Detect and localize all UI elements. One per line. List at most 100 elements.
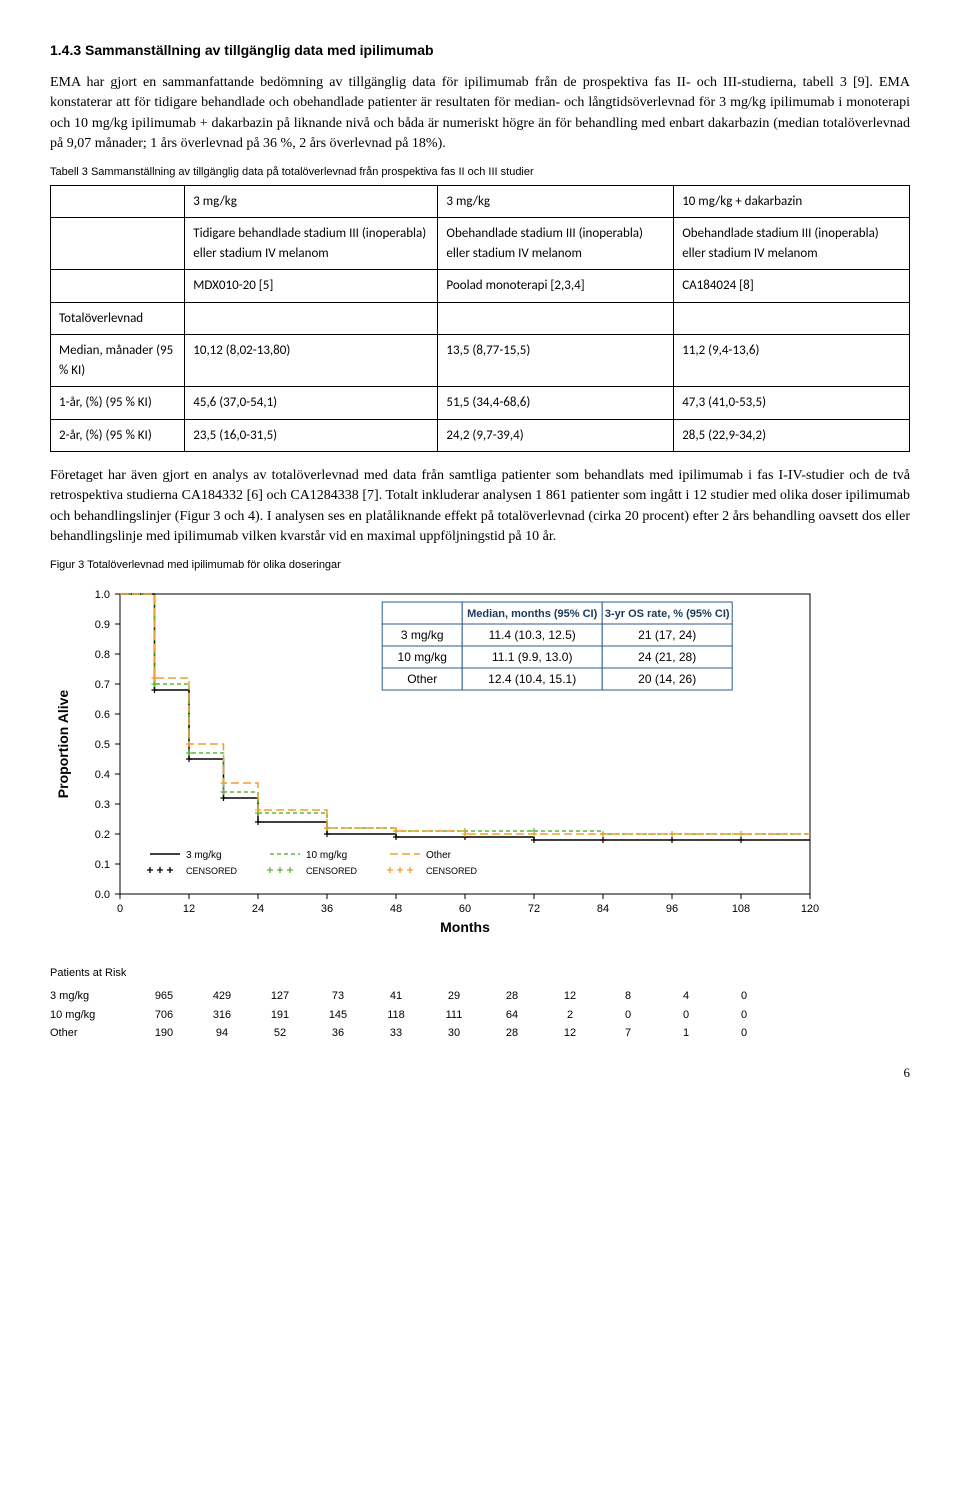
svg-text:3 mg/kg: 3 mg/kg: [186, 850, 222, 861]
risk-cell: 0: [715, 1024, 773, 1043]
section-heading: 1.4.3 Sammanställning av tillgänglig dat…: [50, 40, 910, 61]
table3-study-row: MDX010-20 [5] Poolad monoterapi [2,3,4] …: [51, 270, 910, 303]
table3-total-row: Totalöverlevnad: [51, 302, 910, 335]
risk-cell: 191: [251, 1006, 309, 1025]
table3-h3: 10 mg/kg + dakarbazin: [674, 185, 910, 218]
km-survival-chart: 0.00.10.20.30.40.50.60.70.80.91.00122436…: [50, 584, 830, 954]
risk-cell: 7: [599, 1024, 657, 1043]
svg-text:Proportion Alive: Proportion Alive: [55, 689, 71, 798]
table3-total-label: Totalöverlevnad: [51, 302, 185, 335]
table3-desc3: Obehandlade stadium III (inoperabla) ell…: [674, 218, 910, 270]
svg-text:1.0: 1.0: [95, 589, 110, 601]
svg-text:0.6: 0.6: [95, 709, 110, 721]
svg-text:84: 84: [597, 903, 609, 915]
table3-caption: Tabell 3 Sammanställning av tillgänglig …: [50, 164, 910, 181]
svg-text:10 mg/kg: 10 mg/kg: [306, 850, 347, 861]
svg-text:Months: Months: [440, 919, 490, 935]
risk-cell: 0: [599, 1006, 657, 1025]
svg-text:24: 24: [252, 903, 264, 915]
svg-text:24 (21, 28): 24 (21, 28): [638, 650, 696, 664]
patients-at-risk-table: 3 mg/kg965429127734129281284010 mg/kg706…: [50, 987, 773, 1043]
risk-cell: 73: [309, 987, 367, 1006]
paragraph-2: Företaget har även gjort en analys av to…: [50, 466, 910, 547]
table3-study0: [51, 270, 185, 303]
table3-study3: CA184024 [8]: [674, 270, 910, 303]
svg-text:CENSORED: CENSORED: [186, 866, 238, 876]
table3-2yr0: 2-år, (%) (95 % KI): [51, 419, 185, 452]
table3-2yr-row: 2-år, (%) (95 % KI) 23,5 (16,0-31,5) 24,…: [51, 419, 910, 452]
svg-text:108: 108: [732, 903, 750, 915]
risk-cell: 316: [193, 1006, 251, 1025]
svg-text:0.2: 0.2: [95, 829, 110, 841]
risk-cell: 28: [483, 1024, 541, 1043]
svg-text:0.3: 0.3: [95, 799, 110, 811]
svg-text:0.5: 0.5: [95, 739, 110, 751]
table3-1yr3: 47,3 (41,0-53,5): [674, 387, 910, 420]
risk-cell: 52: [251, 1024, 309, 1043]
risk-cell: 118: [367, 1006, 425, 1025]
risk-cell: 429: [193, 987, 251, 1006]
svg-text:Median, months (95% CI): Median, months (95% CI): [467, 608, 598, 620]
risk-cell: 12: [541, 1024, 599, 1043]
table3-median3: 11,2 (9,4-13,6): [674, 335, 910, 387]
table3: 3 mg/kg 3 mg/kg 10 mg/kg + dakarbazin Ti…: [50, 185, 910, 453]
svg-text:120: 120: [801, 903, 819, 915]
svg-text:3 mg/kg: 3 mg/kg: [401, 628, 444, 642]
risk-cell: 190: [135, 1024, 193, 1043]
table3-h0: [51, 185, 185, 218]
table3-1yr-row: 1-år, (%) (95 % KI) 45,6 (37,0-54,1) 51,…: [51, 387, 910, 420]
svg-text:12: 12: [183, 903, 195, 915]
table3-1yr0: 1-år, (%) (95 % KI): [51, 387, 185, 420]
svg-text:0.8: 0.8: [95, 649, 110, 661]
risk-cell: 4: [657, 987, 715, 1006]
risk-cell: 0: [715, 987, 773, 1006]
patients-at-risk-title: Patients at Risk: [50, 965, 830, 982]
svg-text:CENSORED: CENSORED: [426, 866, 478, 876]
page-number: 6: [50, 1063, 910, 1083]
table3-header-row: 3 mg/kg 3 mg/kg 10 mg/kg + dakarbazin: [51, 185, 910, 218]
fig3-chart: 0.00.10.20.30.40.50.60.70.80.91.00122436…: [50, 584, 830, 1043]
risk-cell: 145: [309, 1006, 367, 1025]
risk-row-label: 3 mg/kg: [50, 987, 135, 1006]
risk-row-label: Other: [50, 1024, 135, 1043]
svg-text:11.1 (9.9, 13.0): 11.1 (9.9, 13.0): [492, 650, 573, 664]
risk-cell: 33: [367, 1024, 425, 1043]
paragraph-1: EMA har gjort en sammanfattande bedömnin…: [50, 73, 910, 154]
risk-cell: 30: [425, 1024, 483, 1043]
svg-text:Other: Other: [407, 672, 437, 686]
risk-cell: 29: [425, 987, 483, 1006]
table3-desc-row: Tidigare behandlade stadium III (inopera…: [51, 218, 910, 270]
table3-desc2: Obehandlade stadium III (inoperabla) ell…: [438, 218, 674, 270]
svg-text:0.9: 0.9: [95, 619, 110, 631]
table3-study1: MDX010-20 [5]: [185, 270, 438, 303]
table3-2yr3: 28,5 (22,9-34,2): [674, 419, 910, 452]
svg-text:CENSORED: CENSORED: [306, 866, 358, 876]
table3-1yr2: 51,5 (34,4-68,6): [438, 387, 674, 420]
table3-h1: 3 mg/kg: [185, 185, 438, 218]
svg-text:0: 0: [117, 903, 123, 915]
risk-cell: 2: [541, 1006, 599, 1025]
table3-total-b1: [185, 302, 438, 335]
svg-text:36: 36: [321, 903, 333, 915]
risk-cell: 41: [367, 987, 425, 1006]
table3-total-b3: [674, 302, 910, 335]
table3-total-b2: [438, 302, 674, 335]
table3-2yr2: 24,2 (9,7-39,4): [438, 419, 674, 452]
table3-desc0: [51, 218, 185, 270]
table3-median2: 13,5 (8,77-15,5): [438, 335, 674, 387]
svg-text:48: 48: [390, 903, 402, 915]
svg-text:0.4: 0.4: [95, 769, 110, 781]
svg-text:0.1: 0.1: [95, 859, 110, 871]
risk-cell: 28: [483, 987, 541, 1006]
risk-row-label: 10 mg/kg: [50, 1006, 135, 1025]
svg-text:10 mg/kg: 10 mg/kg: [398, 650, 447, 664]
table3-median1: 10,12 (8,02-13,80): [185, 335, 438, 387]
table3-desc1: Tidigare behandlade stadium III (inopera…: [185, 218, 438, 270]
svg-text:96: 96: [666, 903, 678, 915]
table3-2yr1: 23,5 (16,0-31,5): [185, 419, 438, 452]
svg-text:72: 72: [528, 903, 540, 915]
risk-cell: 0: [715, 1006, 773, 1025]
risk-cell: 64: [483, 1006, 541, 1025]
svg-text:12.4 (10.4, 15.1): 12.4 (10.4, 15.1): [488, 672, 576, 686]
table3-median0: Median, månader (95 % KI): [51, 335, 185, 387]
